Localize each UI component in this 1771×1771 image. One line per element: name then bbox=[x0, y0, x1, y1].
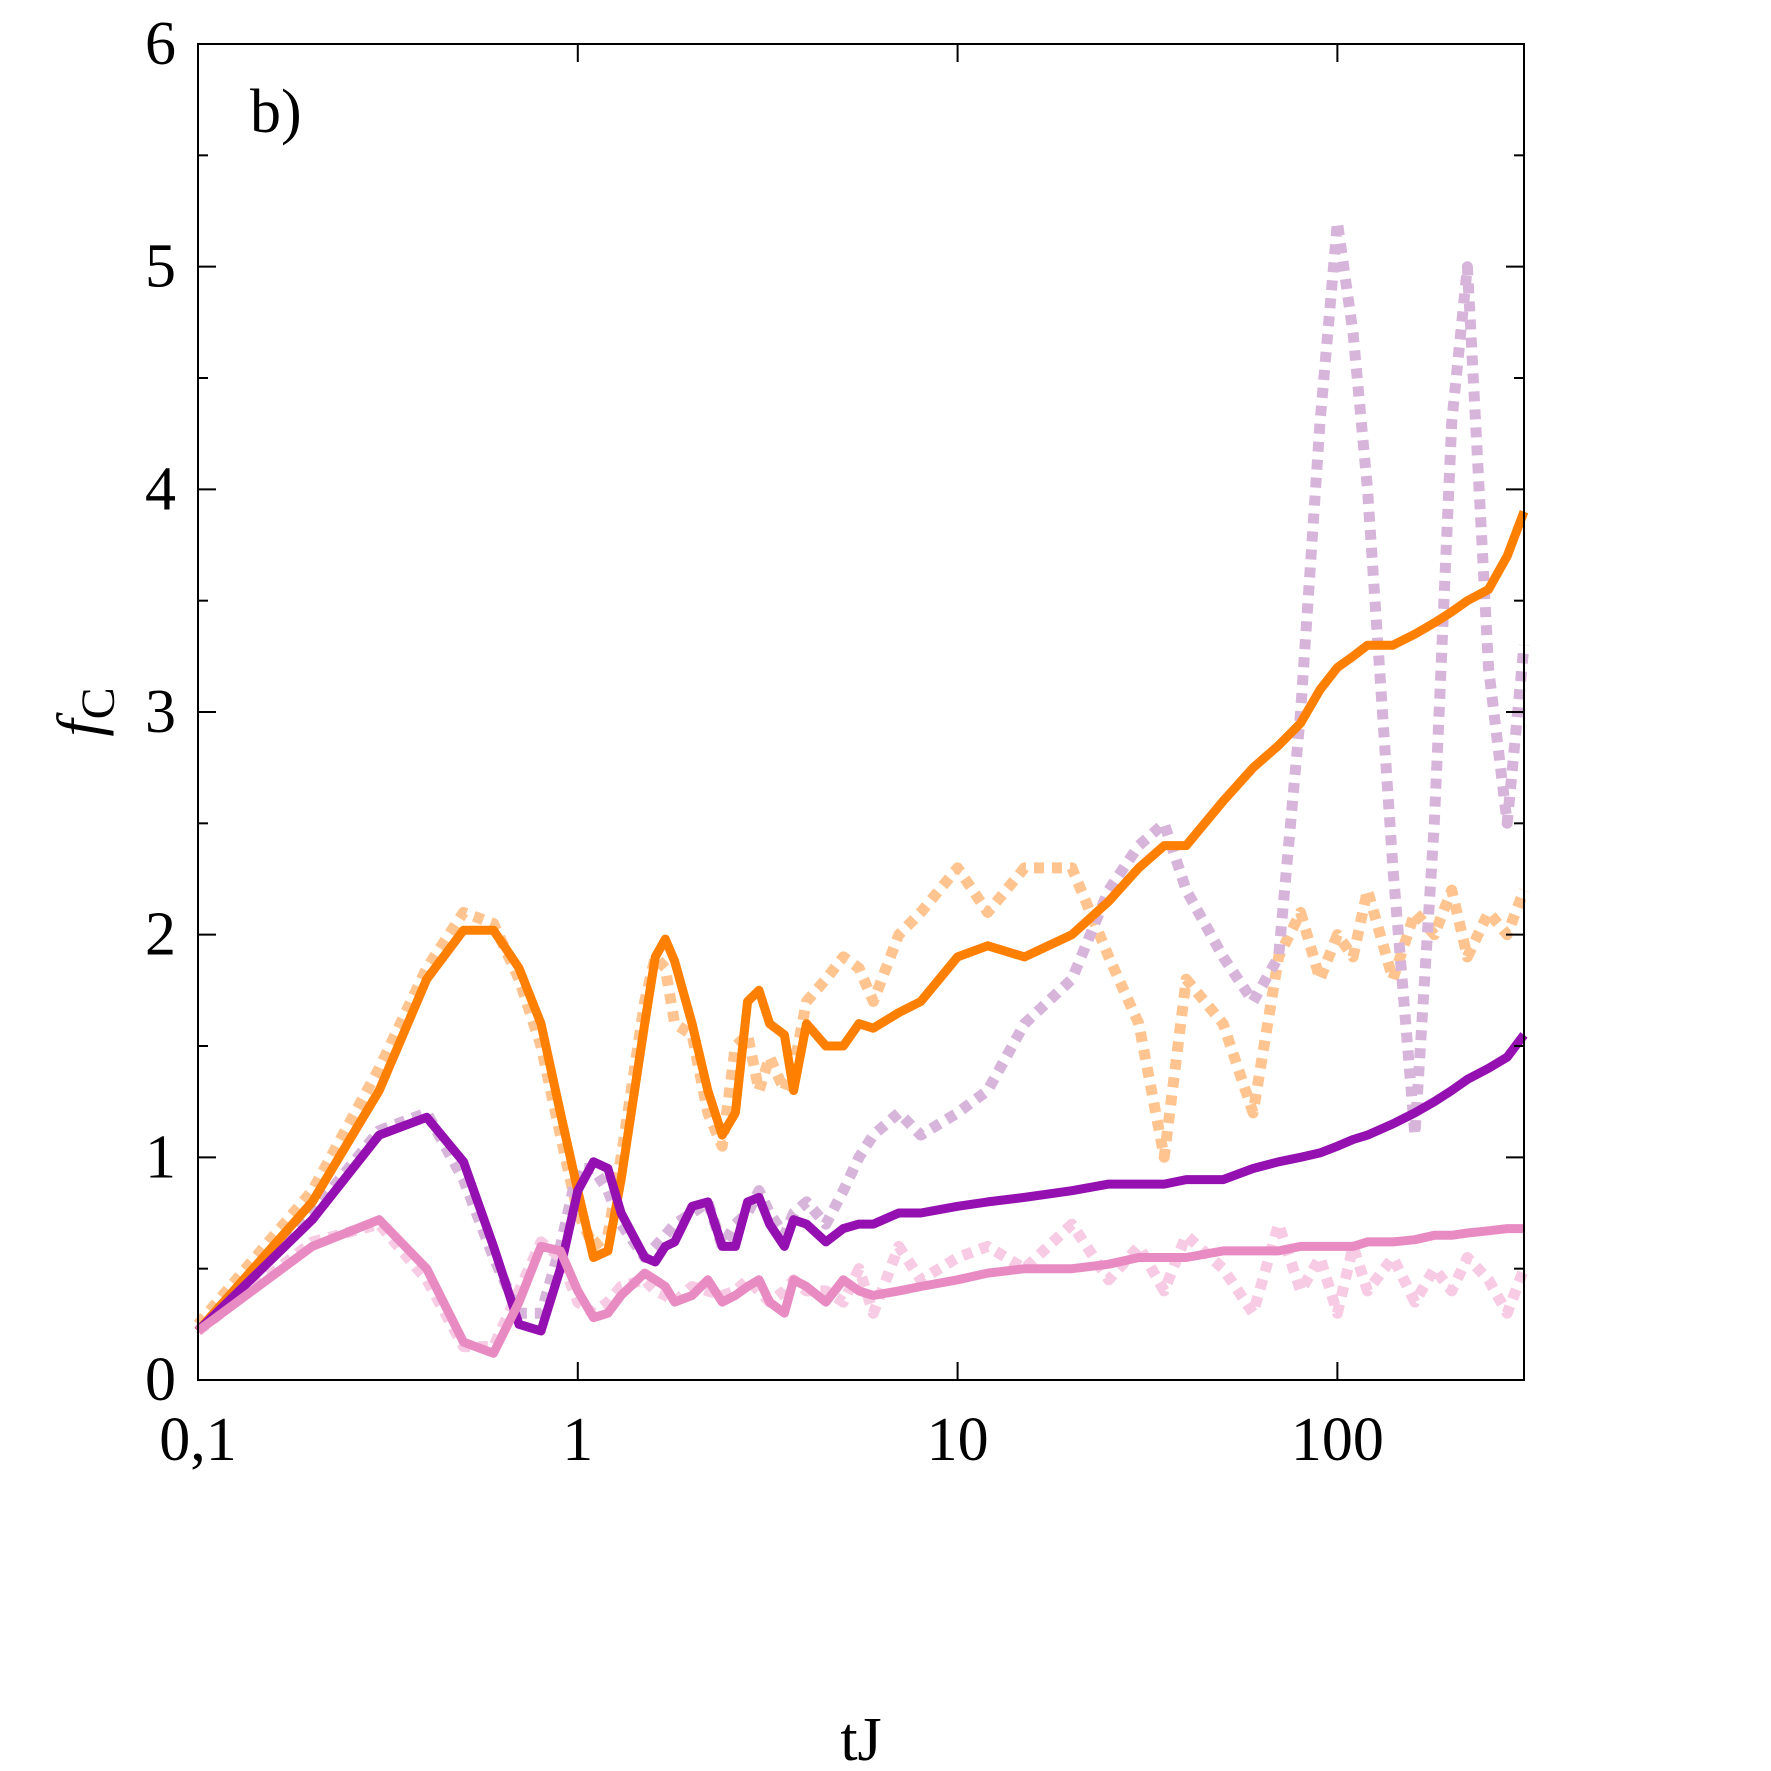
y-axis-label-subscript: C bbox=[72, 687, 125, 719]
series-line bbox=[194, 216, 1530, 1335]
plot-frame bbox=[197, 43, 1525, 1381]
x-tick-label: 0,1 bbox=[159, 1406, 237, 1474]
x-tick-label: 100 bbox=[1291, 1406, 1384, 1474]
y-tick-label: 4 bbox=[145, 455, 176, 523]
y-tick-label: 5 bbox=[145, 233, 176, 301]
x-axis-label: tJ bbox=[840, 1706, 881, 1771]
x-tick-label: 1 bbox=[562, 1406, 593, 1474]
series-line bbox=[193, 862, 1530, 1328]
series-line bbox=[194, 1032, 1528, 1336]
y-tick-label: 0 bbox=[145, 1346, 176, 1414]
y-tick-label: 1 bbox=[145, 1123, 176, 1191]
y-tick-label: 6 bbox=[145, 10, 176, 78]
series-line bbox=[194, 1218, 1530, 1353]
series-line bbox=[195, 1215, 1524, 1358]
x-tick-label: 10 bbox=[927, 1406, 989, 1474]
y-tick-label: 3 bbox=[145, 678, 176, 746]
series-line bbox=[194, 510, 1529, 1334]
y-tick-label: 2 bbox=[145, 901, 176, 969]
panel-label: b) bbox=[250, 78, 302, 146]
y-axis-label: fC bbox=[46, 687, 125, 736]
